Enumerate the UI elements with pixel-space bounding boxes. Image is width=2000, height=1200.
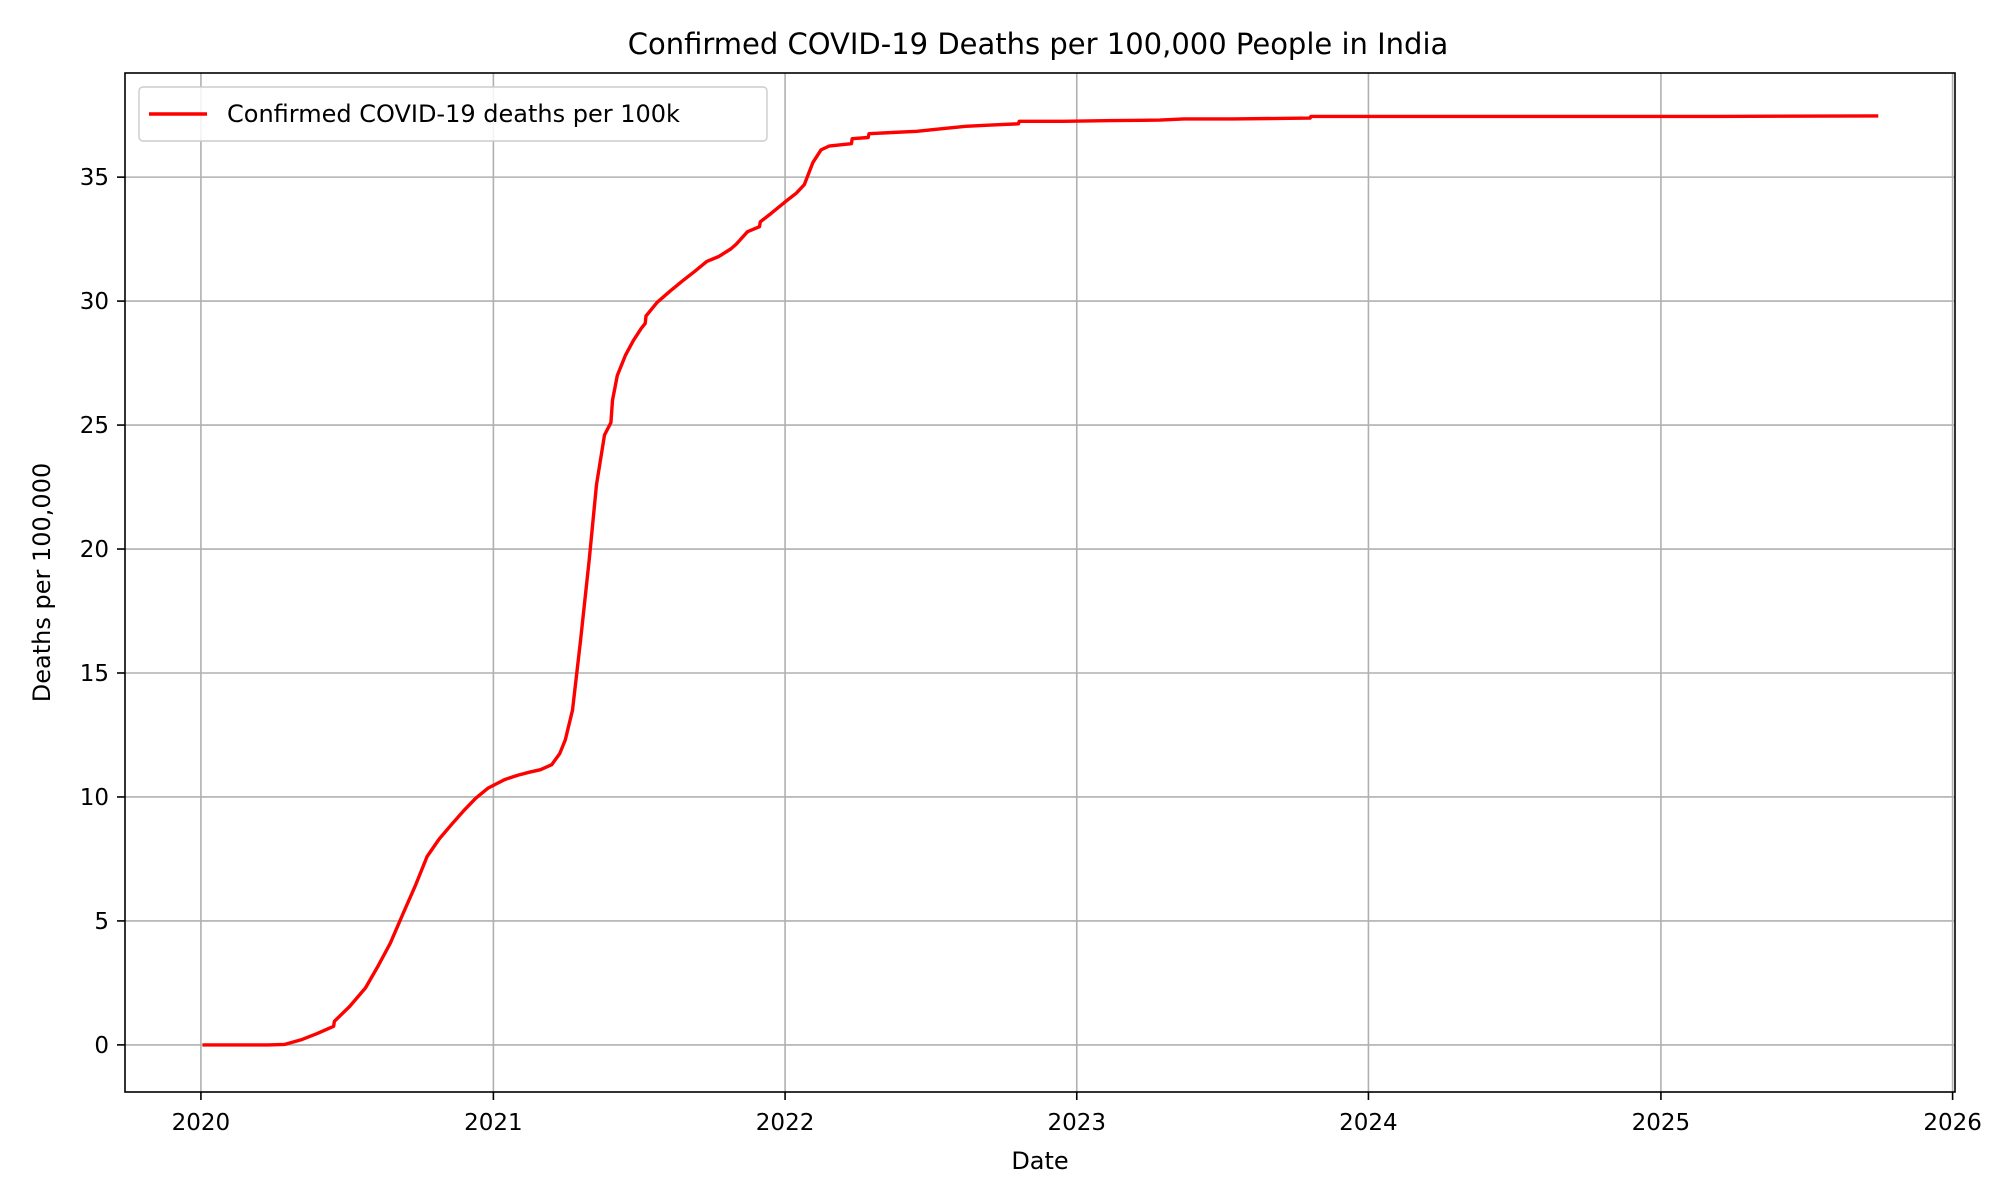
series-layer <box>202 114 1879 1047</box>
y-tick-label: 25 <box>80 413 109 439</box>
y-tick-label: 15 <box>80 661 109 687</box>
y-tick-label: 20 <box>80 537 109 563</box>
y-tick-label: 5 <box>94 909 109 935</box>
x-axis-label: Date <box>1011 1147 1068 1175</box>
x-tick-label: 2025 <box>1632 1110 1691 1136</box>
x-tick-label: 2020 <box>172 1110 231 1136</box>
axis-ticks: 2020 2021 2022 2023 2024 2025 2026051015202530… <box>80 165 1982 1136</box>
legend-box <box>138 86 768 142</box>
grid-lines <box>125 73 1955 1092</box>
plot-area-frame <box>124 72 1956 1093</box>
chart-title: Confirmed COVID-19 Deaths per 100,000 Pe… <box>628 27 1449 61</box>
x-tick-label: 2026 <box>1923 1110 1982 1136</box>
y-tick-label: 35 <box>80 165 109 191</box>
y-axis-label: Deaths per 100,000 <box>28 463 56 702</box>
legend-label: Confirmed COVID-19 deaths per 100k <box>227 100 680 128</box>
y-tick-label: 0 <box>94 1033 109 1059</box>
x-tick-label: 2022 <box>756 1110 815 1136</box>
y-tick-label: 10 <box>80 785 109 811</box>
y-tick-label: 30 <box>80 289 109 315</box>
legend: Confirmed COVID-19 deaths per 100k <box>138 86 768 142</box>
x-tick-label: 2023 <box>1047 1110 1106 1136</box>
series-line <box>202 114 1879 1047</box>
x-tick-label: 2021 <box>464 1110 523 1136</box>
x-tick-label: 2024 <box>1339 1110 1398 1136</box>
